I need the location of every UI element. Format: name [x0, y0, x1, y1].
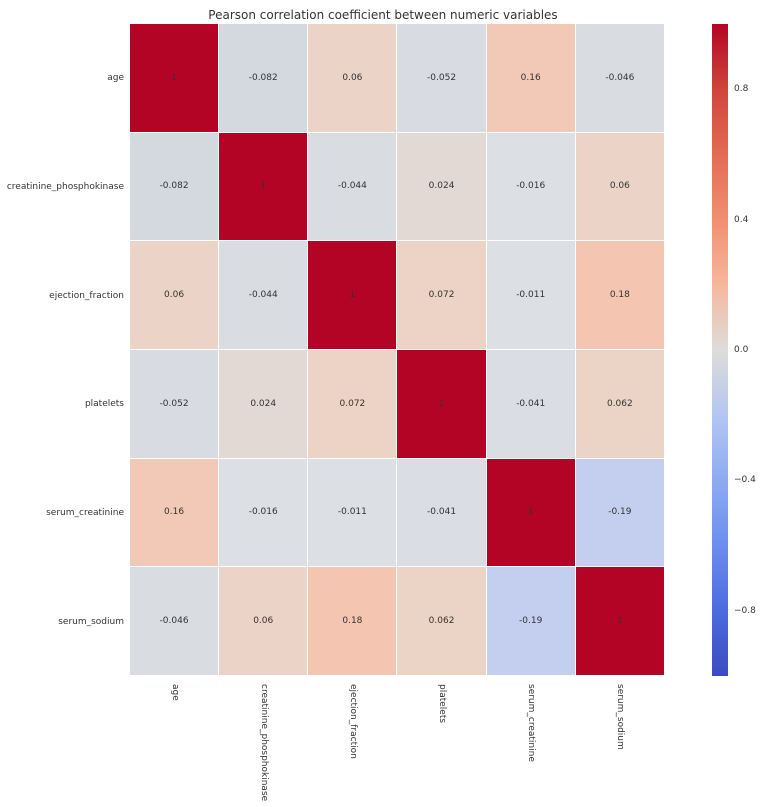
x-axis-tick-label: creatinine_phosphokinase [259, 684, 269, 801]
y-axis-tick-label: platelets [0, 399, 124, 409]
heatmap-cell: 0.06 [308, 24, 397, 133]
x-axis-tick-label: platelets [437, 684, 447, 723]
heatmap-cell: 0.16 [487, 24, 576, 133]
heatmap-cell: 1 [219, 133, 308, 242]
heatmap-cell: -0.016 [487, 133, 576, 242]
heatmap-cell: 0.18 [308, 567, 397, 676]
heatmap-row: 0.16-0.016-0.011-0.0411-0.19 [130, 459, 665, 568]
colorbar-tick-label: −0.8 [734, 606, 756, 616]
y-axis-tick-label: ejection_fraction [0, 291, 124, 301]
heatmap-cell: 0.072 [308, 350, 397, 459]
heatmap-cell: 0.06 [130, 241, 219, 350]
heatmap-cell: -0.016 [219, 459, 308, 568]
heatmap-cell: -0.19 [487, 567, 576, 676]
heatmap-cell: -0.041 [397, 459, 486, 568]
x-axis-tick-label: ejection_fraction [348, 684, 358, 759]
heatmap-cell: 1 [487, 459, 576, 568]
heatmap-row: -0.0460.060.180.062-0.191 [130, 567, 665, 676]
heatmap-row: -0.0821-0.0440.024-0.0160.06 [130, 133, 665, 242]
heatmap-cell: 0.024 [397, 133, 486, 242]
heatmap-cell: -0.044 [219, 241, 308, 350]
heatmap-cell: 0.18 [576, 241, 665, 350]
heatmap-cell: -0.044 [308, 133, 397, 242]
heatmap-cell: -0.011 [487, 241, 576, 350]
heatmap-grid: 1-0.0820.06-0.0520.16-0.046-0.0821-0.044… [130, 24, 665, 676]
colorbar-tick-label: 0.8 [734, 84, 748, 94]
heatmap-cell: 0.062 [397, 567, 486, 676]
y-axis-tick-label: age [0, 73, 124, 83]
heatmap-cell: 0.16 [130, 459, 219, 568]
y-axis-tick-label: serum_sodium [0, 617, 124, 627]
x-axis-tick-label: age [170, 684, 180, 701]
heatmap-cell: 1 [576, 567, 665, 676]
x-axis-tick-label: serum_creatinine [526, 684, 536, 762]
chart-title: Pearson correlation coefficient between … [0, 8, 766, 22]
correlation-heatmap-figure: Pearson correlation coefficient between … [0, 0, 766, 807]
heatmap-row: 1-0.0820.06-0.0520.16-0.046 [130, 24, 665, 133]
colorbar-tick-label: 0.0 [734, 345, 748, 355]
heatmap-cell: -0.011 [308, 459, 397, 568]
heatmap-cell: 0.062 [576, 350, 665, 459]
y-axis-tick-label: creatinine_phosphokinase [0, 182, 124, 192]
heatmap-cell: 0.072 [397, 241, 486, 350]
heatmap-cell: -0.19 [576, 459, 665, 568]
heatmap-cell: -0.052 [130, 350, 219, 459]
y-axis-tick-label: serum_creatinine [0, 508, 124, 518]
colorbar-tick-label: 0.4 [734, 215, 748, 225]
colorbar-gradient [712, 24, 728, 676]
heatmap-cell: -0.041 [487, 350, 576, 459]
heatmap-cell: 1 [308, 241, 397, 350]
heatmap-cell: -0.052 [397, 24, 486, 133]
heatmap-row: 0.06-0.04410.072-0.0110.18 [130, 241, 665, 350]
heatmap-cell: 1 [130, 24, 219, 133]
heatmap-row: -0.0520.0240.0721-0.0410.062 [130, 350, 665, 459]
colorbar: −0.8−0.40.00.40.8 [712, 24, 728, 676]
heatmap-cell: 0.06 [576, 133, 665, 242]
heatmap-cell: -0.082 [219, 24, 308, 133]
heatmap-cell: -0.082 [130, 133, 219, 242]
x-axis-tick-label: serum_sodium [615, 684, 625, 750]
heatmap-cell: 0.06 [219, 567, 308, 676]
heatmap-cell: 1 [397, 350, 486, 459]
heatmap-cell: -0.046 [576, 24, 665, 133]
heatmap-cell: -0.046 [130, 567, 219, 676]
colorbar-tick-label: −0.4 [734, 475, 756, 485]
heatmap-cell: 0.024 [219, 350, 308, 459]
